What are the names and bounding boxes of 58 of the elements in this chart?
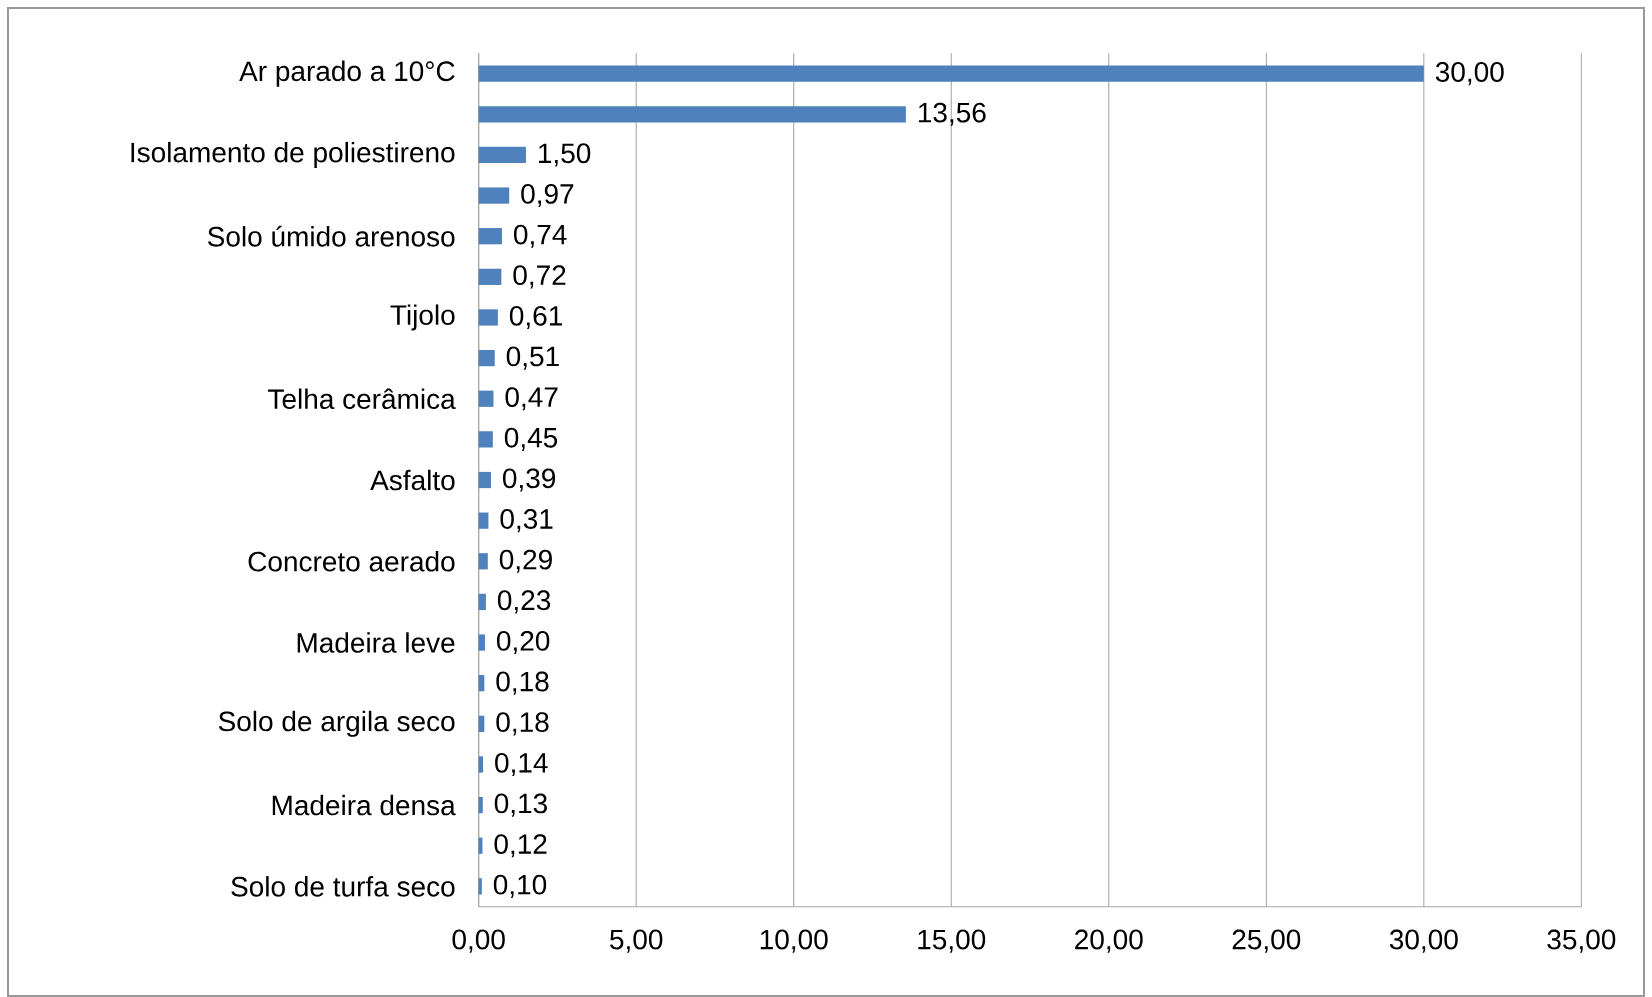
bar — [478, 512, 489, 529]
data-label: 0,72 — [513, 265, 566, 289]
data-label: 0,23 — [497, 590, 551, 614]
x-tick-label: 15,00 — [918, 929, 986, 953]
bar — [478, 471, 491, 489]
data-label: 0,97 — [521, 183, 574, 208]
bar — [478, 593, 486, 611]
bar — [478, 553, 488, 570]
bar — [478, 796, 483, 814]
data-label: 1,50 — [538, 143, 591, 167]
bar — [478, 349, 495, 367]
x-tick-label: 0,00 — [452, 929, 505, 953]
x-tick-label: 30,00 — [1389, 929, 1458, 953]
data-label: 0,45 — [504, 427, 558, 451]
data-label: 0,18 — [496, 671, 549, 695]
data-label: 0,18 — [496, 712, 549, 736]
data-label: 0,47 — [505, 387, 558, 411]
bar — [478, 228, 502, 245]
bar — [478, 187, 510, 204]
y-tick-label: Solo de argila seco — [218, 710, 455, 737]
bar — [478, 756, 484, 773]
y-tick-label: Tijolo — [390, 304, 455, 331]
y-tick-label: Asfalto — [370, 469, 455, 491]
data-label: 13,56 — [918, 102, 986, 126]
y-tick-label: Isolamento de poliestireno — [131, 141, 455, 168]
x-tick-label: 10,00 — [760, 929, 828, 953]
data-label: 0,51 — [506, 346, 559, 370]
bar — [478, 146, 526, 164]
data-label: 0,14 — [495, 752, 548, 777]
bar — [478, 268, 502, 285]
data-label: 0,29 — [499, 549, 552, 573]
data-label: 0,61 — [509, 305, 562, 330]
y-tick-label: Madeira leve — [297, 632, 455, 653]
bar — [478, 431, 493, 448]
bar — [478, 878, 482, 895]
x-tick-label: 25,00 — [1232, 929, 1301, 953]
data-label: 0,13 — [494, 793, 547, 817]
data-label: 0,74 — [514, 224, 567, 248]
y-tick-label: Solo de turfa seco — [231, 876, 455, 897]
x-tick-label: 5,00 — [610, 929, 663, 953]
y-tick-label: Concreto aerado — [248, 551, 455, 572]
y-tick-label: Ar parado a 10°C — [239, 60, 455, 87]
x-tick-label: 35,00 — [1547, 929, 1616, 953]
data-label: 0,39 — [502, 468, 556, 492]
bar — [478, 634, 485, 651]
y-tick-label: Telha cerâmica — [268, 388, 456, 410]
bar — [478, 390, 494, 407]
data-label: 0,12 — [494, 834, 547, 858]
bar — [478, 65, 1424, 82]
x-tick-label: 20,00 — [1075, 929, 1143, 953]
data-label: 0,20 — [496, 630, 550, 655]
data-label: 0,10 — [493, 874, 547, 898]
y-tick-label: Solo úmido arenoso — [207, 225, 455, 247]
bar — [478, 309, 498, 326]
y-tick-label: Madeira densa — [272, 794, 456, 816]
bar — [478, 106, 906, 123]
data-label: 0,31 — [500, 509, 553, 533]
data-label: 30,00 — [1435, 62, 1504, 86]
